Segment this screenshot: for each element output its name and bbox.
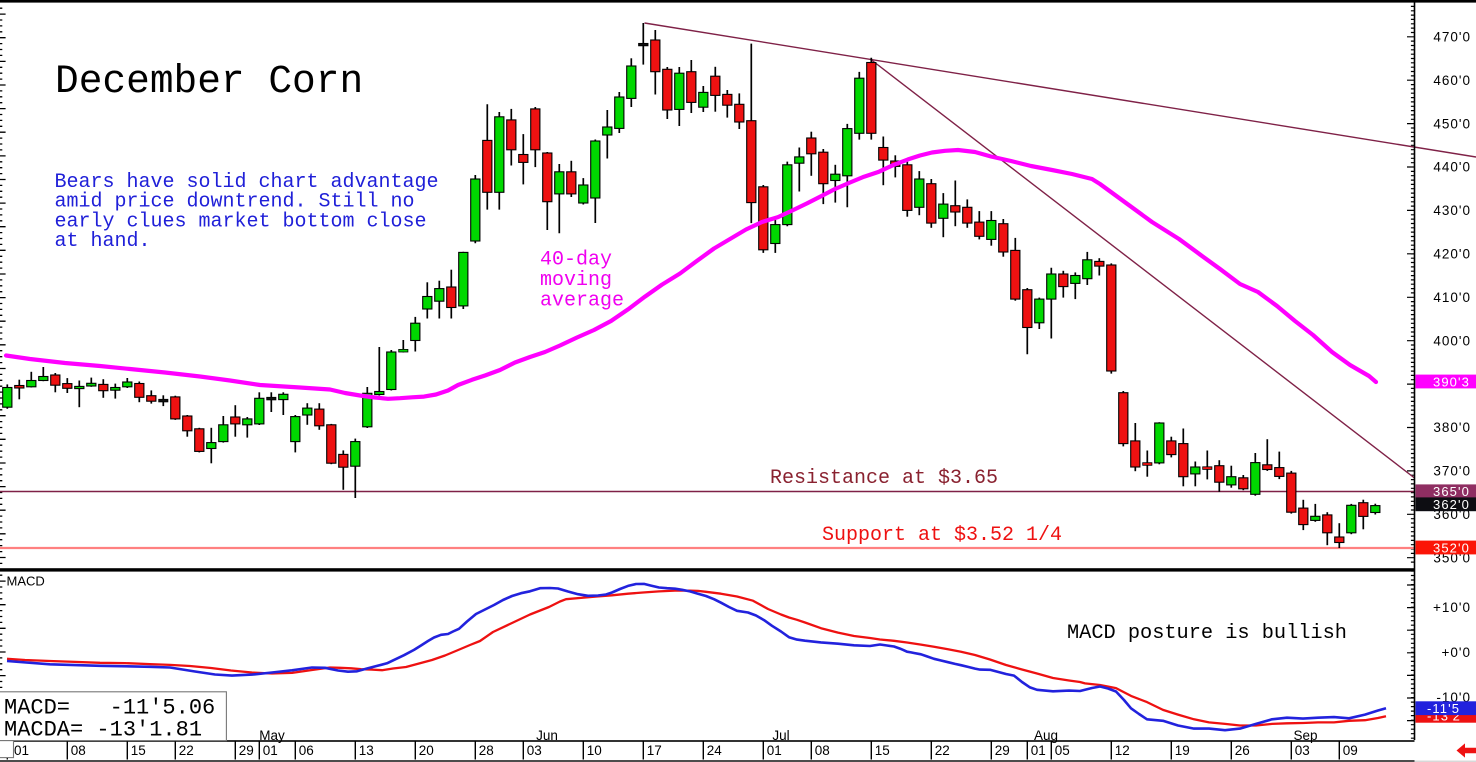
svg-text:Bears have solid chart advanta: Bears have solid chart advantage (55, 171, 439, 194)
svg-text:Jul: Jul (772, 728, 789, 743)
svg-text:22: 22 (179, 743, 194, 758)
svg-text:12: 12 (1115, 743, 1130, 758)
svg-text:December Corn: December Corn (55, 59, 363, 104)
svg-text:moving: moving (540, 269, 612, 292)
svg-text:amid price downtrend. Still no: amid price downtrend. Still no (55, 191, 415, 214)
svg-text:at hand.: at hand. (55, 230, 151, 253)
svg-text:40-day: 40-day (540, 249, 612, 272)
svg-text:Jun: Jun (536, 728, 558, 743)
svg-text:13: 13 (359, 743, 374, 758)
svg-text:410'0: 410'0 (1433, 290, 1471, 305)
svg-text:-11'5: -11'5 (1427, 701, 1460, 716)
svg-text:03: 03 (1295, 743, 1310, 758)
svg-text:average: average (540, 290, 624, 313)
svg-text:09: 09 (1343, 743, 1358, 758)
svg-text:460'0: 460'0 (1433, 73, 1471, 88)
svg-text:01: 01 (14, 743, 29, 758)
svg-text:Sep: Sep (1293, 728, 1317, 743)
svg-text:Support at $3.52 1/4: Support at $3.52 1/4 (822, 524, 1062, 547)
svg-text:19: 19 (1175, 743, 1190, 758)
svg-text:Resistance at $3.65: Resistance at $3.65 (770, 467, 998, 490)
svg-text:+10'0: +10'0 (1433, 600, 1471, 615)
svg-text:24: 24 (707, 743, 723, 758)
svg-text:29: 29 (995, 743, 1010, 758)
svg-text:365'0: 365'0 (1433, 484, 1470, 499)
svg-text:20: 20 (419, 743, 434, 758)
svg-text:370'0: 370'0 (1433, 464, 1471, 479)
svg-text:440'0: 440'0 (1433, 160, 1471, 175)
svg-text:MACDA= -13'1.81: MACDA= -13'1.81 (4, 718, 202, 743)
svg-text:380'0: 380'0 (1433, 420, 1471, 435)
svg-text:08: 08 (815, 743, 830, 758)
svg-text:01: 01 (263, 743, 278, 758)
svg-text:15: 15 (131, 743, 146, 758)
svg-text:05: 05 (1055, 743, 1070, 758)
svg-text:22: 22 (935, 743, 950, 758)
svg-text:17: 17 (647, 743, 662, 758)
svg-text:early clues market bottom clos: early clues market bottom close (55, 210, 427, 233)
svg-text:352'0: 352'0 (1433, 540, 1470, 555)
svg-text:430'0: 430'0 (1433, 203, 1471, 218)
svg-text:470'0: 470'0 (1433, 30, 1471, 45)
svg-text:MACD posture is bullish: MACD posture is bullish (1067, 622, 1347, 645)
svg-text:MACD: MACD (7, 574, 45, 589)
svg-text:15: 15 (875, 743, 890, 758)
svg-text:390'3: 390'3 (1433, 374, 1470, 389)
svg-text:400'0: 400'0 (1433, 333, 1471, 348)
svg-text:362'0: 362'0 (1433, 497, 1470, 512)
svg-text:03: 03 (527, 743, 542, 758)
svg-text:01: 01 (1031, 743, 1046, 758)
svg-text:May: May (259, 728, 285, 743)
svg-text:Aug: Aug (1034, 728, 1058, 743)
svg-text:28: 28 (479, 743, 494, 758)
svg-text:MACD= -11'5.06: MACD= -11'5.06 (4, 696, 215, 721)
svg-text:10: 10 (587, 743, 602, 758)
svg-text:26: 26 (1235, 743, 1250, 758)
svg-text:01: 01 (767, 743, 782, 758)
svg-text:29: 29 (239, 743, 254, 758)
svg-text:420'0: 420'0 (1433, 247, 1471, 262)
svg-text:+0'0: +0'0 (1442, 645, 1471, 660)
svg-text:08: 08 (71, 743, 86, 758)
svg-text:450'0: 450'0 (1433, 116, 1471, 131)
svg-text:06: 06 (299, 743, 314, 758)
